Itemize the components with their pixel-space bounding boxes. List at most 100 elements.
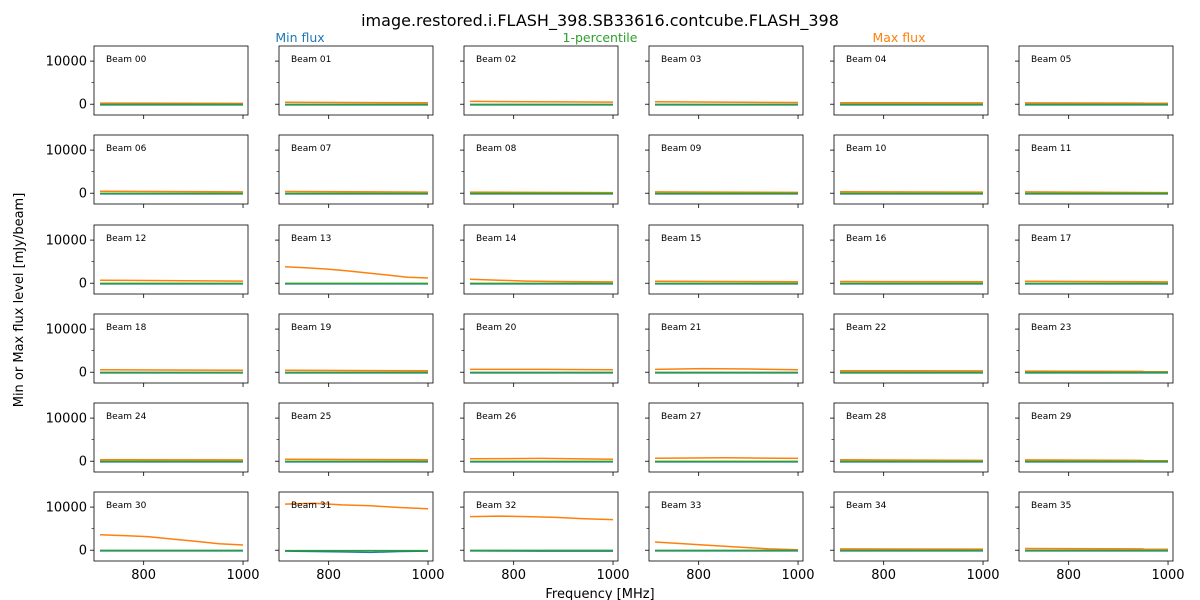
beam-panel: Beam 06 0 10000 [46, 134, 249, 208]
panel-label: Beam 35 [1031, 501, 1071, 511]
panel-frame [463, 491, 619, 562]
x-tick-label: 800 [871, 568, 896, 583]
panel-label: Beam 33 [661, 501, 701, 511]
panel-frame [93, 313, 249, 384]
legend-1-percentile: 1-percentile [563, 30, 638, 45]
legend-max-flux: Max flux [872, 30, 925, 45]
panel-label: Beam 20 [476, 323, 517, 333]
beam-panel: Beam 11 [1015, 134, 1174, 208]
series-line-max-flux [1024, 459, 1169, 462]
beam-panel: Beam 02 [460, 45, 619, 119]
series-line-max-flux [1024, 280, 1169, 283]
x-tick-label: 1000 [411, 568, 444, 583]
beam-panel: Beam 08 [460, 134, 619, 208]
panel-label: Beam 23 [1031, 323, 1071, 333]
y-tick-label: 0 [79, 98, 87, 113]
panel-label: Beam 30 [106, 501, 147, 511]
y-axis-label: Min or Max flux level [mJy/beam] [12, 193, 27, 408]
legend-min-flux: Min flux [275, 30, 324, 45]
beam-panel: Beam 00 0 10000 [46, 45, 249, 119]
beam-panel: Beam 17 [1015, 224, 1174, 298]
panel-label: Beam 01 [291, 55, 331, 65]
x-tick-label: 800 [686, 568, 711, 583]
panel-frame [833, 491, 989, 562]
panel-label: Beam 09 [661, 144, 702, 154]
panel-label: Beam 16 [846, 234, 887, 244]
panel-frame [463, 224, 619, 295]
beam-panel: Beam 19 [275, 313, 434, 387]
panel-frame [1018, 224, 1174, 295]
panel-frame [648, 402, 804, 473]
panel-frame [278, 134, 434, 205]
panel-label: Beam 32 [476, 501, 516, 511]
beam-panel: Beam 20 [460, 313, 619, 387]
series-line-max-flux [99, 279, 244, 282]
panel-frame [1018, 491, 1174, 562]
series-line-max-flux [284, 266, 429, 279]
y-tick-label: 10000 [46, 501, 87, 516]
beam-panel: Beam 29 [1015, 402, 1174, 476]
y-tick-label: 0 [79, 544, 87, 559]
series-line-max-flux [839, 458, 984, 462]
panel-frame [833, 134, 989, 205]
series-line-min-flux [284, 550, 429, 554]
panel-frame [833, 313, 989, 384]
panel-frame [1018, 45, 1174, 116]
panel-label: Beam 08 [476, 144, 517, 154]
beam-panel: Beam 07 [275, 134, 434, 208]
panel-frame [93, 224, 249, 295]
beam-panel: Beam 04 [830, 45, 989, 119]
beam-panel: Beam 09 [645, 134, 804, 208]
series-line-max-flux [654, 191, 799, 194]
panel-label: Beam 04 [846, 55, 887, 65]
panel-label: Beam 06 [106, 144, 147, 154]
beam-panel: Beam 18 0 10000 [46, 313, 249, 387]
beam-panel: Beam 12 0 10000 [46, 224, 249, 298]
beam-panel: Beam 05 [1015, 45, 1174, 119]
y-tick-label: 0 [79, 366, 87, 381]
beam-panel: Beam 16 [830, 224, 989, 298]
series-line-max-flux [654, 367, 799, 371]
panel-frame [833, 45, 989, 116]
beam-panel: Beam 14 [460, 224, 619, 298]
panel-frame [93, 402, 249, 473]
beam-panel: Beam 21 [645, 313, 804, 387]
panel-label: Beam 11 [1031, 144, 1071, 154]
beam-panel: Beam 13 [275, 224, 434, 298]
panel-frame [463, 134, 619, 205]
series-line-max-flux [1024, 191, 1169, 194]
beam-panel: Beam 32 800 1000 [460, 491, 630, 583]
panel-label: Beam 29 [1031, 412, 1072, 422]
series-line-max-flux [469, 278, 614, 283]
panel-label: Beam 28 [846, 412, 887, 422]
panel-label: Beam 05 [1031, 55, 1071, 65]
series-line-max-flux [284, 502, 429, 510]
x-tick-label: 1000 [596, 568, 629, 583]
x-tick-label: 800 [316, 568, 341, 583]
panel-label: Beam 25 [291, 412, 331, 422]
panel-label: Beam 17 [1031, 234, 1071, 244]
panel-label: Beam 21 [661, 323, 701, 333]
beam-panel: Beam 34 800 1000 [830, 491, 1000, 583]
series-line-max-flux [284, 190, 429, 193]
beam-panel: Beam 03 [645, 45, 804, 119]
panel-label: Beam 07 [291, 144, 331, 154]
panel-frame [278, 491, 434, 562]
panel-label: Beam 34 [846, 501, 887, 511]
panel-label: Beam 10 [846, 144, 887, 154]
panel-frame [278, 402, 434, 473]
panel-label: Beam 13 [291, 234, 331, 244]
beam-panel: Beam 24 0 10000 [46, 402, 249, 476]
beam-panel: Beam 26 [460, 402, 619, 476]
panel-label: Beam 31 [291, 501, 331, 511]
panel-frame [93, 45, 249, 116]
beam-panel: Beam 27 [645, 402, 804, 476]
panel-frame [648, 313, 804, 384]
y-tick-label: 0 [79, 277, 87, 292]
x-tick-label: 1000 [226, 568, 259, 583]
panel-label: Beam 03 [661, 55, 701, 65]
beam-panel: Beam 28 [830, 402, 989, 476]
